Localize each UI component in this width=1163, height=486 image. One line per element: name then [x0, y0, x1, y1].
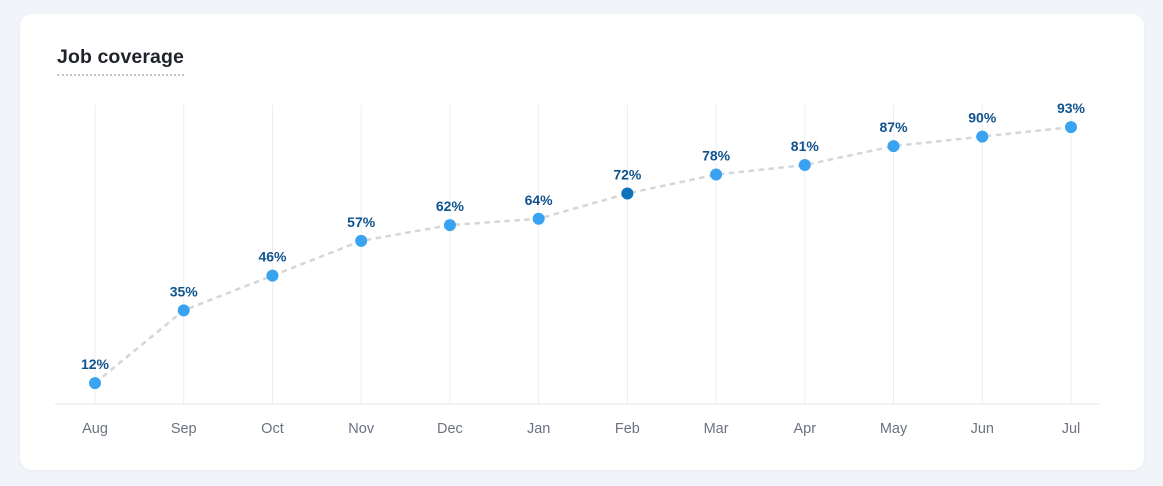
- value-label-nov: 57%: [347, 214, 376, 230]
- data-point-apr[interactable]: [798, 159, 811, 172]
- x-tick-label-jun: Jun: [971, 421, 994, 437]
- x-tick-label-mar: Mar: [704, 421, 729, 437]
- data-point-nov[interactable]: [355, 234, 368, 247]
- data-point-feb[interactable]: [621, 187, 634, 200]
- x-tick-label-aug: Aug: [82, 421, 108, 437]
- x-tick-label-jul: Jul: [1062, 421, 1081, 437]
- data-point-sep[interactable]: [177, 304, 190, 317]
- value-label-may: 87%: [880, 119, 909, 135]
- value-label-apr: 81%: [791, 138, 820, 154]
- data-point-may[interactable]: [887, 140, 900, 153]
- value-label-sep: 35%: [170, 283, 199, 299]
- x-tick-label-nov: Nov: [348, 421, 375, 437]
- job-coverage-card: Job coverage 12% Aug 35% Sep 46% Oct 57% Nov 62%…: [20, 14, 1144, 470]
- data-point-jul[interactable]: [1064, 121, 1077, 134]
- value-label-jul: 93%: [1057, 100, 1086, 116]
- value-label-oct: 46%: [258, 249, 287, 265]
- data-point-dec[interactable]: [443, 219, 456, 232]
- value-label-dec: 62%: [436, 198, 465, 214]
- value-label-jan: 64%: [525, 192, 554, 208]
- trend-line: [94, 125, 1072, 385]
- data-point-mar[interactable]: [710, 168, 723, 181]
- x-tick-label-apr: Apr: [794, 421, 817, 437]
- coverage-line-chart: 12% Aug 35% Sep 46% Oct 57% Nov 62% Dec 64% Jan 72% F…: [55, 100, 1100, 437]
- x-tick-label-sep: Sep: [171, 421, 197, 437]
- data-point-aug[interactable]: [89, 377, 101, 390]
- x-tick-label-jan: Jan: [527, 421, 550, 437]
- x-tick-label-may: May: [880, 421, 908, 437]
- data-point-jan[interactable]: [532, 212, 545, 225]
- x-tick-label-oct: Oct: [261, 421, 284, 437]
- value-label-jun: 90%: [968, 110, 997, 126]
- chart-title: Job coverage: [57, 46, 184, 76]
- x-tick-label-dec: Dec: [437, 421, 463, 437]
- x-tick-label-feb: Feb: [615, 421, 640, 437]
- value-label-aug: 12%: [81, 356, 110, 372]
- value-label-mar: 78%: [702, 148, 731, 164]
- data-point-jun[interactable]: [976, 130, 989, 143]
- value-label-feb: 72%: [613, 166, 642, 182]
- data-point-oct[interactable]: [266, 269, 279, 282]
